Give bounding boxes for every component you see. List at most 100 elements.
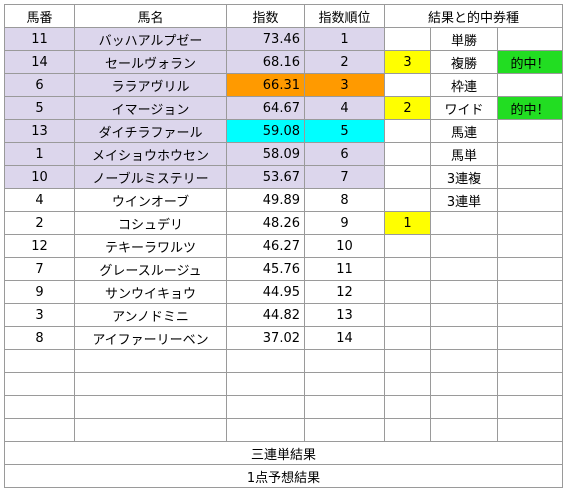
- one-point-row: 1点予想結果: [4, 464, 563, 488]
- empty-cell: [74, 395, 227, 419]
- trifecta-row: 三連単結果: [4, 441, 563, 465]
- table-row: 5 イマージョン 64.67 4 2 ワイド 的中！: [4, 96, 563, 120]
- ticket-type-cell: [430, 234, 498, 258]
- empty-cell: [497, 418, 563, 442]
- horse-number-cell: 1: [4, 142, 75, 166]
- rank-cell: 10: [304, 234, 385, 258]
- empty-row: [4, 349, 563, 373]
- results-table: 馬番 馬名 指数 指数順位 結果と的中券種 11 バッハアルプゼー 73.46 1 単勝…: [4, 4, 563, 488]
- empty-cell: [430, 395, 498, 419]
- empty-cell: [304, 418, 385, 442]
- hit-status-cell: [497, 234, 563, 258]
- rank-cell: 4: [304, 96, 385, 120]
- hit-status-cell: [497, 27, 563, 51]
- empty-cell: [384, 418, 431, 442]
- table-row: 10 ノーブルミステリー 53.67 7 3連複: [4, 165, 563, 189]
- horse-name-cell: イマージョン: [74, 96, 227, 120]
- index-cell: 44.95: [226, 280, 305, 304]
- table-row: 8 アイファーリーベン 37.02 14: [4, 326, 563, 350]
- empty-cell: [430, 349, 498, 373]
- trifecta-result-label: 三連単結果: [4, 441, 563, 465]
- empty-row: [4, 372, 563, 396]
- horse-number-cell: 5: [4, 96, 75, 120]
- finish-position-cell: [384, 326, 431, 350]
- ticket-type-cell: 複勝: [430, 50, 498, 74]
- table-row: 7 グレースルージュ 45.76 11: [4, 257, 563, 281]
- hit-status-cell: [497, 73, 563, 97]
- horse-name-cell: メイショウホウセン: [74, 142, 227, 166]
- finish-position-cell: [384, 27, 431, 51]
- finish-position-cell: [384, 165, 431, 189]
- empty-cell: [226, 395, 305, 419]
- horse-name-cell: ウインオーブ: [74, 188, 227, 212]
- index-cell: 66.31: [226, 73, 305, 97]
- empty-cell: [304, 349, 385, 373]
- ticket-type-cell: [430, 303, 498, 327]
- horse-name-cell: サンウイキョウ: [74, 280, 227, 304]
- finish-position-cell: [384, 73, 431, 97]
- horse-number-cell: 7: [4, 257, 75, 281]
- rank-cell: 5: [304, 119, 385, 143]
- index-cell: 45.76: [226, 257, 305, 281]
- finish-position-cell: [384, 303, 431, 327]
- horse-name-cell: ダイチラファール: [74, 119, 227, 143]
- horse-number-cell: 11: [4, 27, 75, 51]
- empty-cell: [384, 395, 431, 419]
- index-cell: 48.26: [226, 211, 305, 235]
- horse-name-cell: アイファーリーベン: [74, 326, 227, 350]
- empty-cell: [4, 372, 75, 396]
- rank-cell: 8: [304, 188, 385, 212]
- table-row: 14 セールヴォラン 68.16 2 3 複勝 的中！: [4, 50, 563, 74]
- hit-status-cell: [497, 280, 563, 304]
- horse-number-cell: 8: [4, 326, 75, 350]
- hit-status-cell: 的中！: [497, 96, 563, 120]
- empty-cell: [4, 349, 75, 373]
- empty-cell: [497, 349, 563, 373]
- empty-cell: [226, 418, 305, 442]
- rank-cell: 6: [304, 142, 385, 166]
- finish-position-cell: [384, 280, 431, 304]
- finish-position-cell: 2: [384, 96, 431, 120]
- ticket-type-cell: [430, 326, 498, 350]
- horse-name-cell: テキーラワルツ: [74, 234, 227, 258]
- empty-cell: [497, 372, 563, 396]
- table-row: 1 メイショウホウセン 58.09 6 馬単: [4, 142, 563, 166]
- hit-status-cell: [497, 326, 563, 350]
- empty-cell: [4, 418, 75, 442]
- hit-status-cell: [497, 165, 563, 189]
- table-row: 4 ウインオーブ 49.89 8 3連単: [4, 188, 563, 212]
- table-row: 13 ダイチラファール 59.08 5 馬連: [4, 119, 563, 143]
- horse-number-cell: 12: [4, 234, 75, 258]
- header-index: 指数: [226, 4, 305, 28]
- index-cell: 53.67: [226, 165, 305, 189]
- rank-cell: 3: [304, 73, 385, 97]
- ticket-type-cell: 馬単: [430, 142, 498, 166]
- one-point-result-label: 1点予想結果: [4, 464, 563, 488]
- horse-number-cell: 9: [4, 280, 75, 304]
- empty-cell: [304, 372, 385, 396]
- horse-number-cell: 13: [4, 119, 75, 143]
- ticket-type-cell: [430, 211, 498, 235]
- ticket-type-cell: 馬連: [430, 119, 498, 143]
- ticket-type-cell: 3連複: [430, 165, 498, 189]
- hit-status-cell: [497, 257, 563, 281]
- index-cell: 46.27: [226, 234, 305, 258]
- horse-name-cell: アンノドミニ: [74, 303, 227, 327]
- empty-row: [4, 418, 563, 442]
- rank-cell: 11: [304, 257, 385, 281]
- header-rank: 指数順位: [304, 4, 385, 28]
- index-cell: 44.82: [226, 303, 305, 327]
- rank-cell: 14: [304, 326, 385, 350]
- horse-name-cell: セールヴォラン: [74, 50, 227, 74]
- table-row: 11 バッハアルプゼー 73.46 1 単勝: [4, 27, 563, 51]
- table-row: 12 テキーラワルツ 46.27 10: [4, 234, 563, 258]
- hit-status-cell: [497, 142, 563, 166]
- header-results: 結果と的中券種: [384, 4, 563, 28]
- hit-status-cell: [497, 119, 563, 143]
- hit-status-cell: 的中！: [497, 50, 563, 74]
- horse-name-cell: グレースルージュ: [74, 257, 227, 281]
- horse-number-cell: 2: [4, 211, 75, 235]
- empty-cell: [74, 372, 227, 396]
- table-row: 2 コシュデリ 48.26 9 1: [4, 211, 563, 235]
- finish-position-cell: [384, 188, 431, 212]
